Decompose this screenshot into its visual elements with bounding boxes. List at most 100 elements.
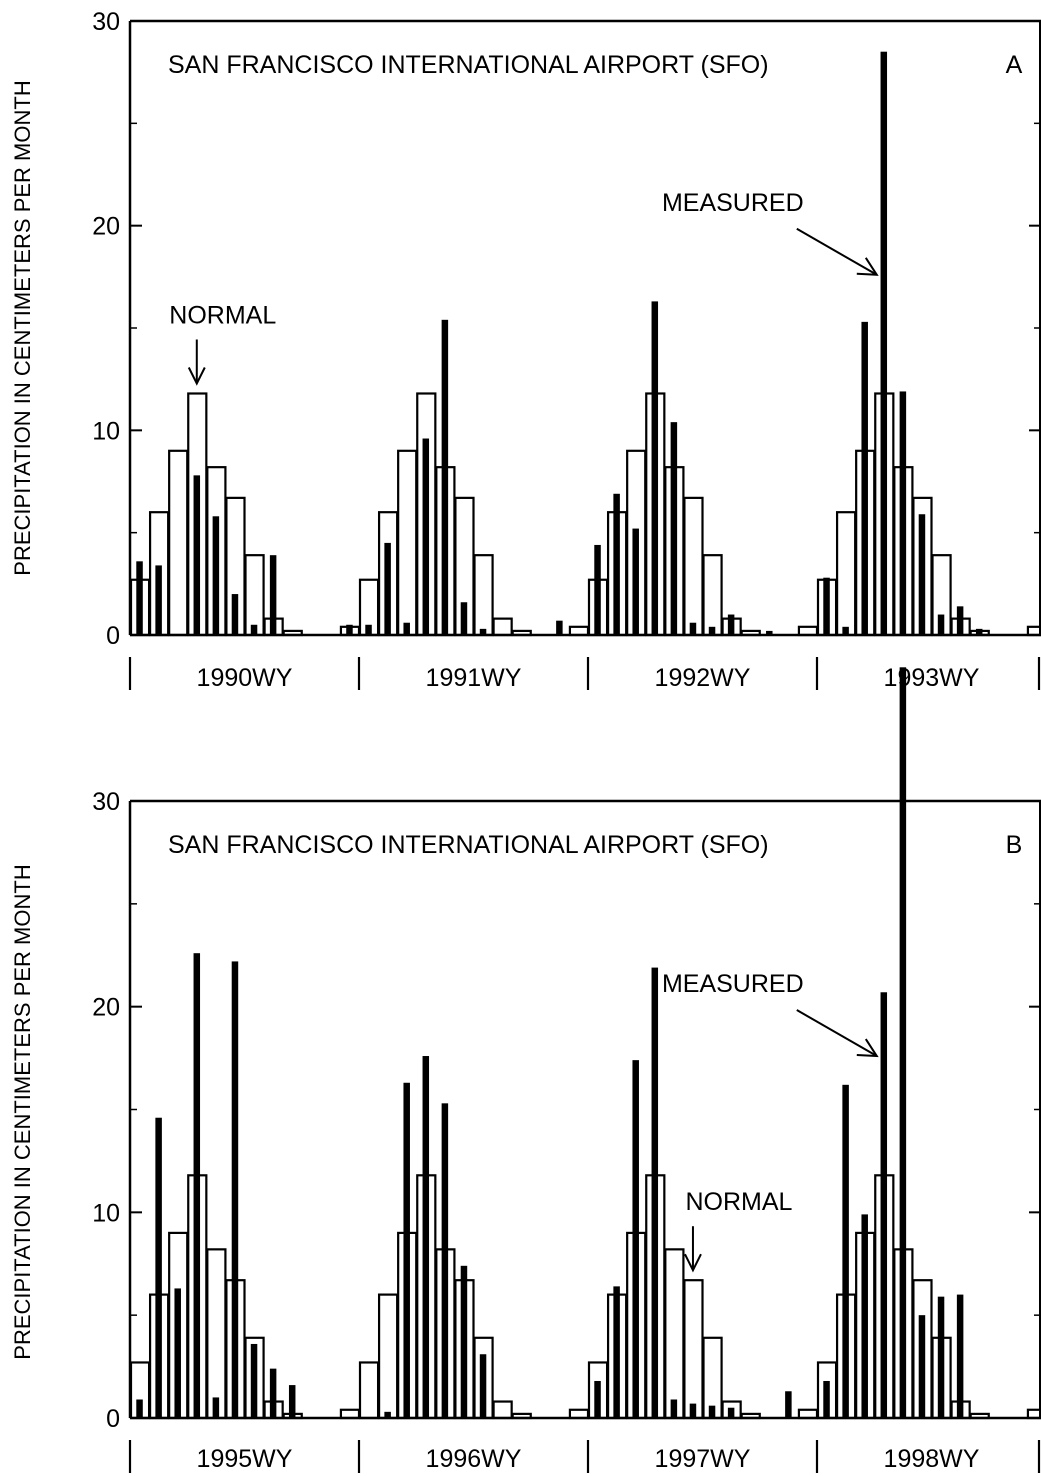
panel-b-year-label-0: 1995WY — [197, 1445, 293, 1473]
panel-a-ytick-label-0: 0 — [106, 622, 120, 650]
panel-a-measured-bar-26 — [632, 528, 639, 635]
panel-a-measured-bar-22 — [556, 620, 563, 635]
panel-a-year-label-3: 1993WY — [884, 664, 980, 692]
panel-a-ytick-label-20: 20 — [92, 213, 120, 241]
panel-b-measured-bar-16 — [441, 1103, 449, 1418]
panel-a-measured-bar-41 — [918, 514, 926, 635]
panel-b-measured-bar-42 — [937, 1296, 945, 1418]
panel-a-year-label-0: 1990WY — [197, 664, 293, 692]
panel-a-measured-bar-24 — [594, 544, 601, 635]
panel-b-measured-bar-7 — [269, 1368, 277, 1418]
panel-b-measured-bar-40 — [899, 667, 907, 1418]
panel-b-year-label-1: 1996WY — [426, 1445, 522, 1473]
panel-b-measured-bar-37 — [842, 1084, 849, 1418]
panel-a-measured-bar-15 — [422, 438, 430, 635]
panel-b-year-label-3: 1998WY — [884, 1445, 980, 1473]
panel-a-measured-bar-16 — [441, 319, 449, 635]
panel-a-measured-bar-28 — [670, 422, 678, 635]
panel-b-measured-bar-36 — [823, 1380, 830, 1418]
panel-b-measured-bar-34 — [785, 1391, 792, 1418]
panel-b-measured-bar-29 — [689, 1403, 697, 1418]
panel-b-measured-bar-39 — [880, 992, 888, 1418]
panel-a-normal-arrow-head — [187, 367, 206, 386]
panel-a-measured-bar-1 — [155, 565, 162, 635]
panel-a-measured-bar-33 — [766, 630, 773, 635]
panel-a-normal-bar-30 — [702, 554, 723, 637]
panel-a-measured-bar-13 — [384, 542, 391, 635]
panel-a-measured-bar-7 — [269, 555, 277, 635]
panel-b-y-axis-label: PRECIPITATION IN CENTIMETERS PER MONTH — [10, 864, 35, 1359]
panel-a-ytick-label-10: 10 — [92, 417, 120, 445]
panel-b-normal-bar-4 — [206, 1248, 227, 1420]
panel-a-measured-bar-12 — [365, 624, 372, 635]
panel-a-measured-bar-36 — [823, 577, 830, 635]
panel-b-measured-bar-31 — [727, 1407, 735, 1418]
panel-b-normal-bar-19 — [492, 1400, 513, 1420]
panel-b-measured-bar-24 — [594, 1380, 601, 1418]
panel-b-measured-arrow-head — [856, 1038, 879, 1058]
panel-b-measured-bar-14 — [403, 1082, 410, 1418]
panel-a-year-label-2: 1992WY — [655, 664, 751, 692]
panel-b-ytick-label-0: 0 — [106, 1405, 120, 1433]
panel-b-measured-bar-3 — [193, 953, 201, 1418]
panel-b-ytick-label-20: 20 — [92, 994, 120, 1022]
panel-a-normal-bar-6 — [244, 554, 265, 637]
panel-b-year-label-2: 1997WY — [655, 1445, 751, 1473]
panel-b-measured-bar-2 — [174, 1288, 181, 1418]
panel-a-measured-bar-11 — [346, 624, 353, 635]
panel-b-normal-bar-29 — [683, 1279, 704, 1420]
panel-b-normal-bar-28 — [664, 1248, 685, 1420]
panel-a-normal-bar-18 — [473, 554, 494, 637]
panel-a-ytick-label-30: 30 — [92, 8, 120, 36]
panel-a-year-label-1: 1991WY — [426, 664, 522, 692]
panel-b-measured-bar-13 — [384, 1411, 391, 1418]
panel-b-measured-bar-4 — [212, 1397, 220, 1418]
panel-a-letter: A — [1006, 51, 1023, 79]
panel-b-normal-bar-12 — [358, 1361, 380, 1420]
panel-a: PRECIPITATION IN CENTIMETERS PER MONTH S… — [10, 8, 1041, 692]
panel-b: PRECIPITATION IN CENTIMETERS PER MONTH S… — [10, 667, 1041, 1473]
panel-b-normal-arrow-head — [684, 1253, 702, 1273]
panel-a-measured-bar-3 — [193, 475, 201, 635]
panel-b-measured-bar-30 — [708, 1405, 716, 1418]
panel-b-measured-bar-5 — [231, 961, 239, 1418]
panel-b-measured-bar-38 — [861, 1214, 868, 1418]
panel-a-measured-bar-37 — [842, 626, 849, 635]
panel-a-measured-arrow-shaft — [796, 227, 878, 276]
panel-b-title: SAN FRANCISCO INTERNATIONAL AIRPORT (SFO… — [168, 831, 769, 859]
panel-b-measured-bar-8 — [288, 1385, 296, 1418]
panel-a-measured-bar-38 — [861, 321, 868, 635]
panel-a-normal-bar-29 — [683, 496, 704, 637]
panel-a-normal-bar-14 — [397, 449, 418, 637]
panel-b-measured-bar-17 — [460, 1265, 468, 1418]
panel-a-measured-bar-42 — [937, 614, 945, 635]
panel-b-measured-bar-18 — [479, 1354, 487, 1418]
panel-b-measured-bar-0 — [136, 1399, 143, 1418]
panel-b-measured-bar-27 — [651, 967, 659, 1418]
panel-b-ytick-label-10: 10 — [92, 1199, 120, 1227]
panel-a-measured-bar-30 — [708, 626, 716, 635]
panel-a-normal-bar-19 — [492, 617, 513, 637]
panel-a-measured-bar-5 — [231, 594, 239, 635]
panel-a-measured-bar-40 — [899, 391, 907, 635]
panel-a-measured-bar-29 — [689, 622, 697, 635]
panel-b-measured-bar-43 — [956, 1294, 964, 1418]
panel-b-annotation-measured: MEASURED — [662, 970, 804, 998]
panel-a-measured-bar-31 — [727, 614, 735, 635]
panel-b-measured-bar-26 — [632, 1060, 639, 1418]
panel-a-measured-bar-25 — [613, 493, 620, 635]
panel-a-measured-arrow-head — [856, 257, 879, 276]
panel-a-measured-bar-17 — [460, 602, 468, 635]
panel-b-measured-bar-28 — [670, 1399, 678, 1418]
panel-a-measured-bar-6 — [250, 624, 258, 635]
panel-a-title: SAN FRANCISCO INTERNATIONAL AIRPORT (SFO… — [168, 51, 769, 79]
panel-b-measured-arrow-shaft — [796, 1009, 878, 1057]
panel-b-measured-bar-1 — [155, 1117, 162, 1418]
panel-b-annotation-normal: NORMAL — [685, 1188, 792, 1216]
panel-a-measured-bar-0 — [136, 561, 143, 635]
panel-a-measured-bar-18 — [479, 628, 487, 635]
panel-a-measured-bar-43 — [956, 606, 964, 635]
panel-b-measured-bar-6 — [250, 1343, 258, 1418]
panel-a-annotation-normal: NORMAL — [169, 301, 276, 329]
